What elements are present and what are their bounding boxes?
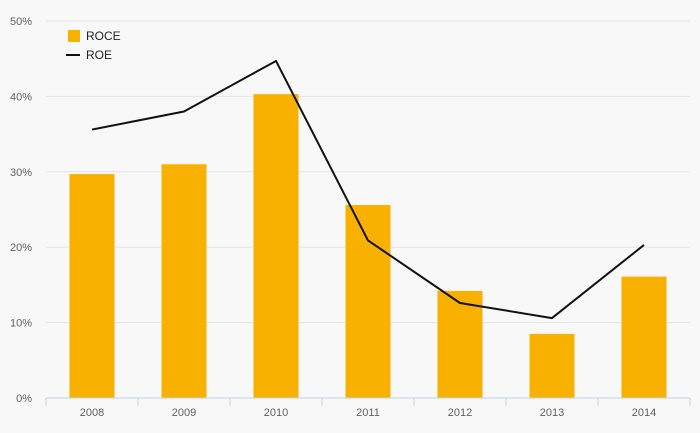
roe-point[interactable] bbox=[549, 315, 555, 321]
y-tick-label: 0% bbox=[16, 393, 32, 405]
y-tick-label: 20% bbox=[10, 242, 32, 254]
bar-roce[interactable] bbox=[69, 174, 115, 398]
x-tick-label: 2010 bbox=[264, 407, 288, 419]
bar-roce[interactable] bbox=[437, 290, 483, 398]
bar-roce[interactable] bbox=[345, 204, 391, 398]
bar-roce[interactable] bbox=[253, 94, 299, 398]
bar-roce[interactable] bbox=[529, 333, 575, 398]
legend-item-roce[interactable]: ROCE bbox=[68, 29, 121, 43]
x-tick-label: 2008 bbox=[80, 407, 104, 419]
y-tick-label: 50% bbox=[10, 16, 32, 28]
roe-line-series bbox=[89, 58, 647, 321]
bar-roce[interactable] bbox=[621, 276, 667, 398]
roe-point[interactable] bbox=[365, 237, 371, 243]
y-tick-label: 10% bbox=[10, 318, 32, 330]
y-axis-ticks: 0% 10% 20% 30% 40% 50% bbox=[10, 16, 32, 405]
x-tick-label: 2011 bbox=[356, 407, 380, 419]
legend-label-roe: ROE bbox=[86, 48, 112, 62]
x-tick-label: 2014 bbox=[632, 407, 656, 419]
roe-point[interactable] bbox=[89, 127, 95, 133]
gridlines bbox=[46, 20, 690, 324]
x-tick-label: 2009 bbox=[172, 407, 196, 419]
legend-item-roe[interactable]: ROE bbox=[66, 48, 112, 62]
roe-point[interactable] bbox=[181, 108, 187, 114]
roe-line[interactable] bbox=[91, 59, 645, 320]
legend-swatch-roce bbox=[68, 30, 80, 42]
roce-bars bbox=[69, 94, 667, 398]
x-tick-label: 2013 bbox=[540, 407, 564, 419]
legend-label-roce: ROCE bbox=[86, 29, 121, 43]
roe-point[interactable] bbox=[641, 242, 647, 248]
roe-point[interactable] bbox=[273, 58, 279, 64]
y-tick-label: 30% bbox=[10, 167, 32, 179]
x-tick-label: 2012 bbox=[448, 407, 472, 419]
roe-point[interactable] bbox=[457, 300, 463, 306]
bar-roce[interactable] bbox=[161, 164, 207, 398]
x-axis-ticks: 2008 2009 2010 2011 2012 2013 2014 bbox=[45, 398, 691, 419]
y-tick-label: 40% bbox=[10, 91, 32, 103]
legend: ROCE ROE bbox=[66, 29, 121, 62]
